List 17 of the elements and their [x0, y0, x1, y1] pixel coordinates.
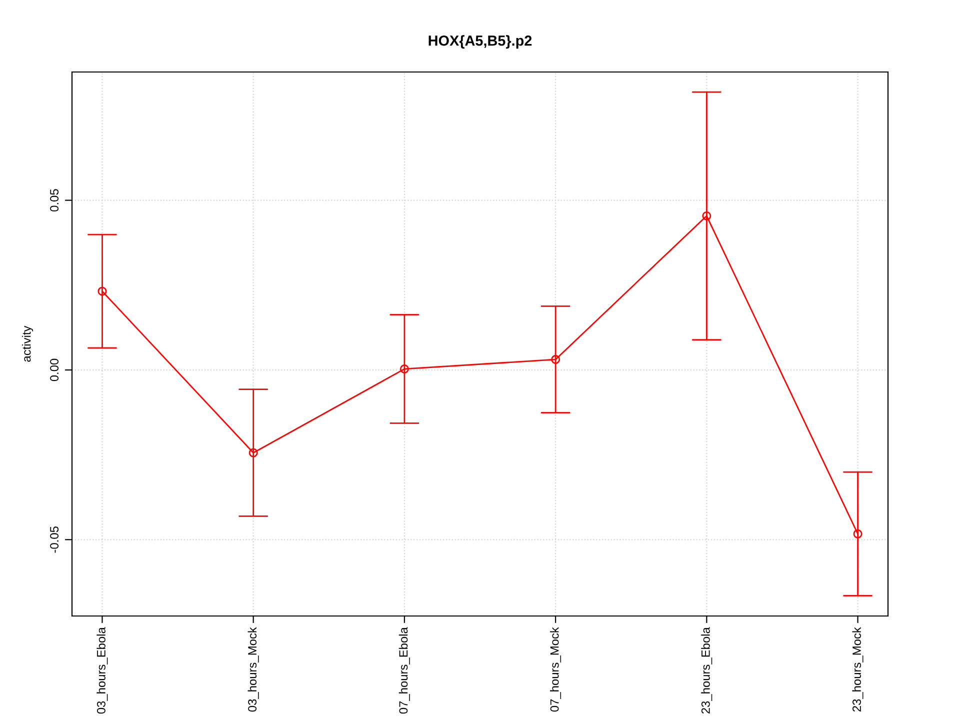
chart-title: HOX{A5,B5}.p2 — [428, 35, 532, 49]
x-tick-label: 23_hours_Mock — [852, 627, 864, 712]
x-tick-label: 03_hours_Ebola — [96, 627, 108, 714]
x-tick-label: 23_hours_Ebola — [701, 627, 712, 714]
point — [702, 211, 712, 220]
point — [98, 286, 107, 296]
x-tick-label: 07_hours_Mock — [550, 627, 562, 712]
point — [853, 529, 862, 538]
y-axis-title: activity — [22, 326, 34, 362]
point — [551, 354, 560, 364]
y-tick-label: 0.00 — [50, 358, 59, 382]
y-tick-label: -0.05 — [50, 526, 59, 553]
point — [248, 448, 258, 458]
point — [400, 364, 409, 374]
x-tick-label: 07_hours_Ebola — [398, 627, 410, 714]
x-tick-label: 03_hours_Mock — [248, 627, 259, 712]
y-tick-label: 0.05 — [50, 189, 59, 212]
